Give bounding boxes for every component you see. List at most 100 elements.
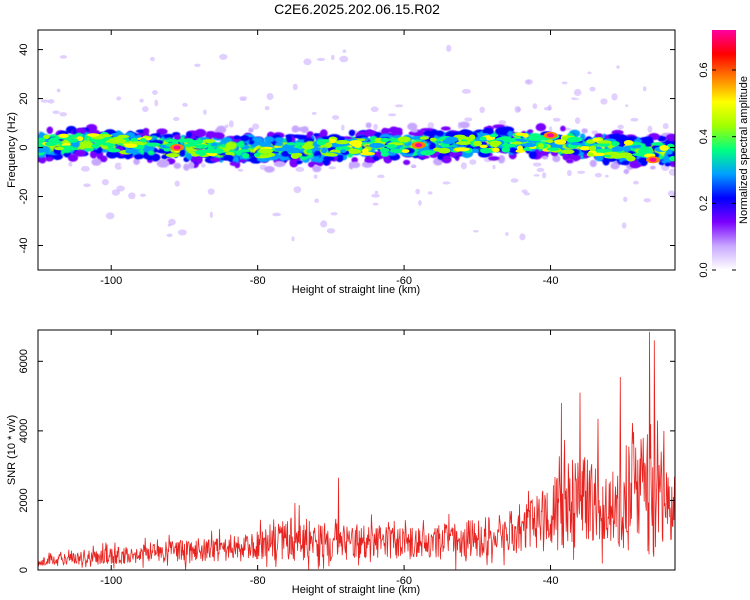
spectrogram-outlier bbox=[219, 53, 228, 60]
spectrogram-frame bbox=[37, 29, 676, 271]
spectrogram-outlier bbox=[466, 80, 474, 85]
spectrogram-core bbox=[511, 141, 523, 145]
spectrogram-blob bbox=[222, 154, 234, 161]
spectrogram-core bbox=[165, 153, 180, 158]
spectrogram-blob bbox=[210, 142, 219, 147]
spectrogram-outlier bbox=[83, 183, 91, 188]
spectrogram-blob bbox=[581, 128, 588, 134]
spectrogram-outlier bbox=[498, 120, 507, 125]
spectrogram-outlier bbox=[473, 229, 479, 233]
spectrogram-blob bbox=[45, 156, 54, 162]
spectrogram-outlier bbox=[370, 106, 379, 113]
spectrogram-blob bbox=[229, 161, 238, 166]
spectrogram-core bbox=[48, 139, 55, 143]
spectrogram-outlier bbox=[139, 193, 147, 197]
spectrogram-core bbox=[242, 152, 250, 159]
spectrogram-core bbox=[301, 144, 315, 150]
spectrogram-outlier bbox=[173, 116, 180, 121]
spectrogram-blob bbox=[38, 140, 45, 148]
spectrogram-outlier bbox=[228, 120, 234, 128]
spectrogram-outlier bbox=[668, 168, 675, 176]
spectrogram-core bbox=[145, 142, 161, 147]
spectrogram-blob bbox=[495, 127, 509, 135]
colorbar-axes: 0.0 0.2 0.4 0.6 bbox=[698, 62, 736, 278]
spectrogram-core bbox=[603, 151, 620, 156]
spectrogram-blob bbox=[248, 140, 255, 145]
spectrogram-outlier bbox=[532, 162, 542, 167]
spectrogram-outlier bbox=[67, 178, 74, 182]
spectrogram-outlier bbox=[120, 162, 129, 169]
spectrogram-core bbox=[480, 147, 492, 154]
spectrogram-outlier bbox=[292, 83, 298, 91]
spectrogram-xtick-label: -60 bbox=[396, 275, 412, 287]
spectrogram-core bbox=[117, 134, 130, 139]
spectrogram-core bbox=[316, 139, 327, 146]
spectrogram-blob bbox=[240, 135, 250, 142]
spectrogram-core bbox=[99, 134, 113, 138]
spectrogram-blob bbox=[248, 127, 254, 133]
spectrogram-blob bbox=[274, 142, 284, 147]
spectrogram-outlier bbox=[591, 130, 599, 135]
spectrogram-outlier bbox=[495, 109, 501, 117]
spectrogram-outlier bbox=[573, 88, 582, 97]
spectrogram-outlier bbox=[114, 162, 123, 170]
spectrogram-outlier bbox=[515, 203, 525, 207]
spectrogram-outlier bbox=[604, 174, 609, 178]
spectrogram-outlier bbox=[521, 189, 528, 194]
spectrogram-outlier bbox=[492, 164, 496, 170]
spectrogram-outlier bbox=[479, 106, 485, 114]
spectrogram-blob bbox=[542, 155, 548, 160]
spectrogram-core bbox=[456, 141, 471, 146]
spectrogram-blob bbox=[145, 154, 154, 161]
spectrogram-axes: -100 -80 -60 -40 -40 -20 0 20 40 bbox=[18, 30, 675, 287]
spectrogram-outlier bbox=[415, 238, 421, 245]
spectrogram-outlier bbox=[642, 86, 647, 92]
spectrogram-outlier bbox=[446, 44, 452, 52]
spectrogram-blob bbox=[312, 165, 322, 173]
spectrogram-outlier bbox=[259, 172, 269, 180]
spectrogram-outlier bbox=[479, 117, 485, 122]
spectrogram-core bbox=[588, 145, 597, 152]
spectrogram-outlier bbox=[519, 233, 526, 241]
spectrogram-core bbox=[438, 147, 451, 154]
spectrogram-blob bbox=[194, 128, 207, 138]
spectrogram-outlier bbox=[533, 174, 540, 177]
snr-ylabel: SNR (10 * v/v) bbox=[6, 415, 18, 485]
spectrogram-blob bbox=[388, 137, 398, 142]
spectrogram-core bbox=[623, 140, 634, 146]
spectrogram-core bbox=[397, 136, 411, 143]
colorbar-tick-label: 0.0 bbox=[698, 262, 710, 277]
spectrogram-outlier bbox=[141, 106, 149, 112]
spectrogram-core bbox=[522, 133, 529, 138]
snr-ytick-label: 0 bbox=[18, 567, 30, 573]
spectrogram-blob bbox=[124, 153, 131, 160]
spectrogram-blob bbox=[528, 150, 537, 160]
spectrogram-outlier bbox=[374, 190, 379, 195]
spectrogram-blob bbox=[264, 166, 275, 173]
spectrogram-outlier bbox=[320, 220, 328, 228]
spectrogram-core bbox=[348, 140, 363, 146]
spectrogram-core bbox=[340, 149, 347, 153]
spectrogram-outlier bbox=[394, 104, 404, 108]
spectrogram-outlier bbox=[442, 181, 451, 185]
spectrogram-outlier bbox=[377, 174, 385, 179]
spectrogram-outlier bbox=[150, 56, 155, 62]
spectrogram-outlier bbox=[427, 191, 433, 195]
spectrogram-outlier bbox=[54, 236, 63, 242]
spectrogram-outlier bbox=[523, 43, 533, 50]
colorbar bbox=[712, 30, 736, 270]
spectrogram-core bbox=[214, 148, 224, 154]
spectrogram-outlier bbox=[532, 103, 538, 110]
spectrogram-outlier bbox=[341, 124, 345, 131]
spectrogram-outlier bbox=[576, 220, 583, 227]
spectrogram-blob bbox=[183, 163, 190, 171]
spectrogram-core bbox=[274, 147, 288, 152]
spectrogram-core bbox=[380, 137, 390, 143]
snr-xtick-label: -60 bbox=[396, 575, 412, 587]
spectrogram-core bbox=[194, 144, 208, 149]
spectrogram-outlier bbox=[52, 110, 60, 115]
spectrogram-outlier bbox=[667, 106, 673, 110]
snr-series-line bbox=[38, 331, 675, 570]
spectrogram-core bbox=[470, 148, 480, 153]
